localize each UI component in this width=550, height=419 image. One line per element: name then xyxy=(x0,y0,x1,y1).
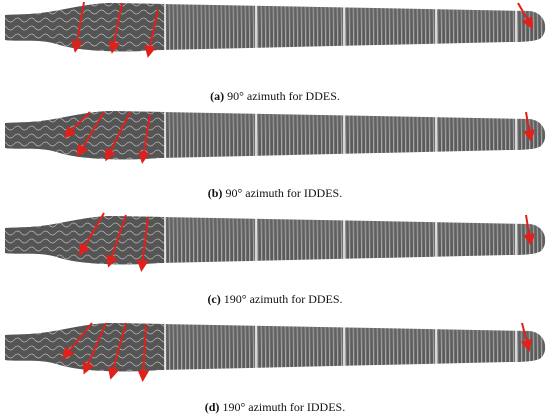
caption-text: 190° azimuth for IDDES. xyxy=(222,400,346,414)
caption-label: (d) xyxy=(204,400,220,414)
caption-label: (a) xyxy=(210,89,225,103)
caption-text: 190° azimuth for DDES. xyxy=(223,292,343,306)
panel-c-image xyxy=(5,212,545,272)
arrows xyxy=(78,212,535,272)
caption: (c) 190° azimuth for DDES. xyxy=(0,292,550,307)
panel-d-image xyxy=(5,320,545,382)
caption-label: (b) xyxy=(207,186,223,200)
arrows xyxy=(63,111,535,164)
caption-label: (c) xyxy=(207,292,221,306)
arrows xyxy=(62,322,533,382)
caption: (d) 190° azimuth for IDDES. xyxy=(0,400,550,415)
caption: (b) 90° azimuth for IDDES. xyxy=(0,186,550,201)
caption-text: 90° azimuth for DDES. xyxy=(227,89,340,103)
caption: (a) 90° azimuth for DDES. xyxy=(0,89,550,104)
panel-b-image xyxy=(5,108,545,164)
arrows xyxy=(71,1,533,58)
caption-text: 90° azimuth for IDDES. xyxy=(225,186,343,200)
panel-a-image xyxy=(5,0,545,58)
